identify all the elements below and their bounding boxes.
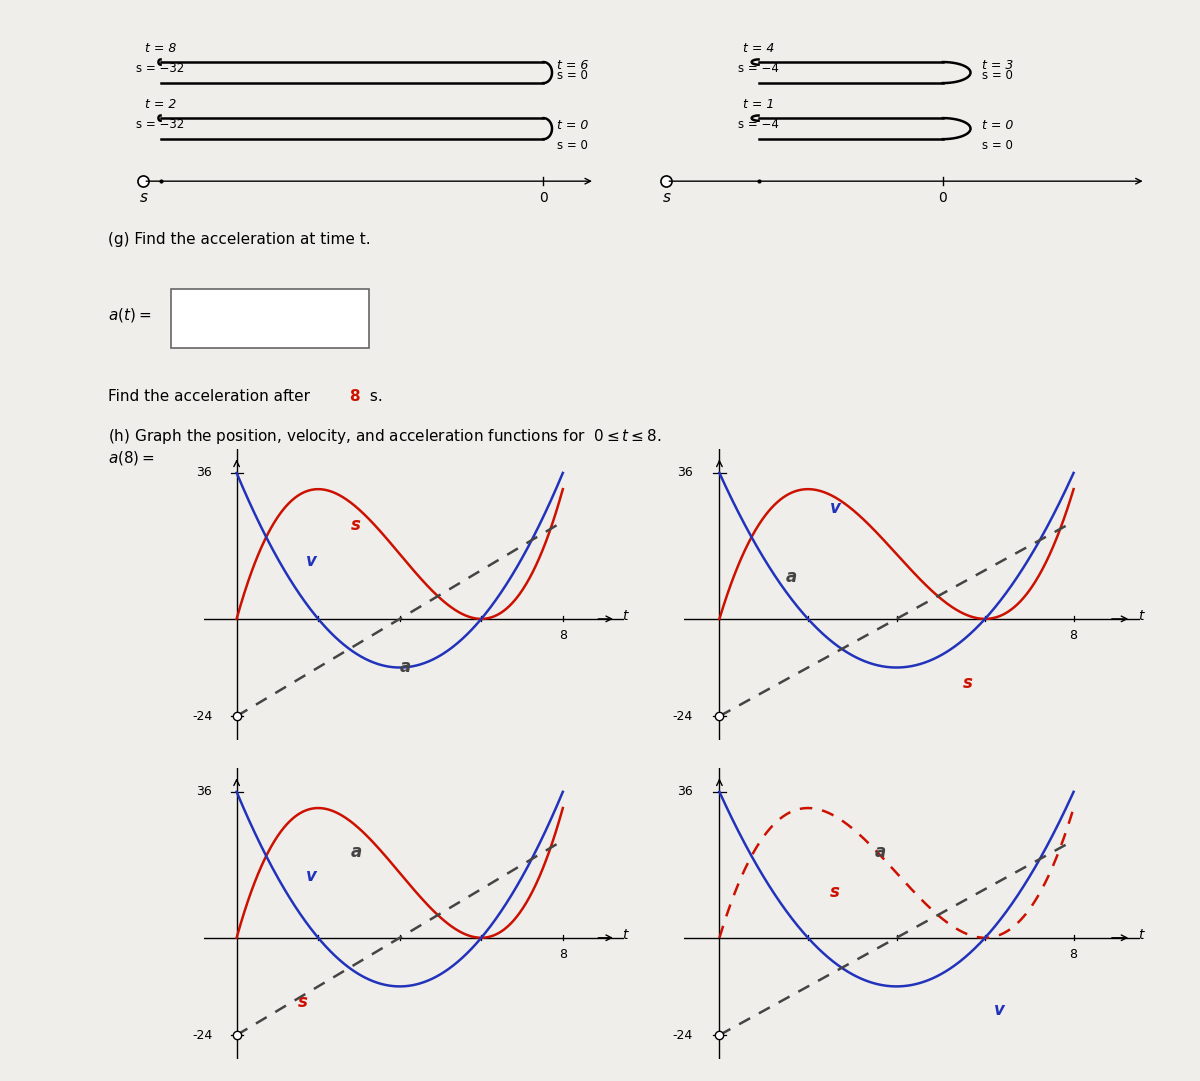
Text: 8: 8: [1069, 629, 1078, 642]
Text: s = 0: s = 0: [982, 69, 1013, 82]
Text: t = 0: t = 0: [982, 119, 1013, 132]
Text: s = −4: s = −4: [738, 62, 779, 75]
Text: $a(t) =$: $a(t) =$: [108, 306, 151, 324]
Text: 0: 0: [539, 191, 548, 205]
Text: v: v: [994, 1001, 1004, 1018]
Text: t: t: [1138, 609, 1144, 623]
Text: 36: 36: [677, 466, 692, 480]
Text: v: v: [306, 867, 317, 885]
Text: ft/s$^2$: ft/s$^2$: [329, 450, 361, 469]
Text: s: s: [830, 883, 840, 902]
Text: t: t: [622, 927, 628, 942]
Text: t = 4: t = 4: [743, 42, 774, 55]
Text: s = 0: s = 0: [557, 69, 588, 82]
Text: s = 0: s = 0: [557, 139, 588, 152]
Text: (h) Graph the position, velocity, and acceleration functions for  $0 \leq t \leq: (h) Graph the position, velocity, and ac…: [108, 427, 661, 446]
Text: t: t: [622, 609, 628, 623]
Text: Find the acceleration after: Find the acceleration after: [108, 388, 319, 403]
Text: a: a: [875, 843, 886, 860]
Text: a: a: [350, 843, 362, 860]
Text: 8: 8: [349, 388, 360, 403]
Text: 8: 8: [559, 629, 566, 642]
Text: s.: s.: [366, 388, 383, 403]
Text: s: s: [662, 190, 671, 205]
Text: t = 2: t = 2: [145, 98, 176, 111]
Text: -24: -24: [192, 1028, 212, 1042]
Text: (g) Find the acceleration at time t.: (g) Find the acceleration at time t.: [108, 232, 371, 248]
Text: s = −4: s = −4: [738, 118, 779, 131]
Text: 8: 8: [559, 948, 566, 961]
Text: t = 6: t = 6: [557, 59, 588, 72]
Text: 8: 8: [1069, 948, 1078, 961]
Text: 0: 0: [938, 191, 947, 205]
Text: 36: 36: [677, 785, 692, 799]
Text: a: a: [400, 657, 410, 676]
Text: s: s: [139, 190, 148, 205]
Text: v: v: [830, 499, 841, 518]
Text: 36: 36: [197, 466, 212, 480]
FancyBboxPatch shape: [170, 432, 329, 492]
Text: a: a: [786, 569, 797, 586]
Text: t = 8: t = 8: [145, 42, 176, 55]
Text: s = −32: s = −32: [137, 62, 185, 75]
Text: s = −32: s = −32: [137, 118, 185, 131]
Text: 36: 36: [197, 785, 212, 799]
Text: t: t: [1138, 927, 1144, 942]
Text: t = 3: t = 3: [982, 59, 1013, 72]
Text: s = 0: s = 0: [982, 139, 1013, 152]
Text: $a(8) =$: $a(8) =$: [108, 450, 155, 467]
Text: s: s: [298, 992, 307, 1011]
Text: s: s: [350, 516, 361, 534]
Text: -24: -24: [673, 709, 692, 723]
FancyBboxPatch shape: [170, 290, 368, 348]
Text: t = 1: t = 1: [743, 98, 774, 111]
Text: t = 0: t = 0: [557, 119, 588, 132]
Text: v: v: [306, 552, 317, 570]
Text: s: s: [962, 673, 973, 692]
Text: -24: -24: [673, 1028, 692, 1042]
Text: -24: -24: [192, 709, 212, 723]
